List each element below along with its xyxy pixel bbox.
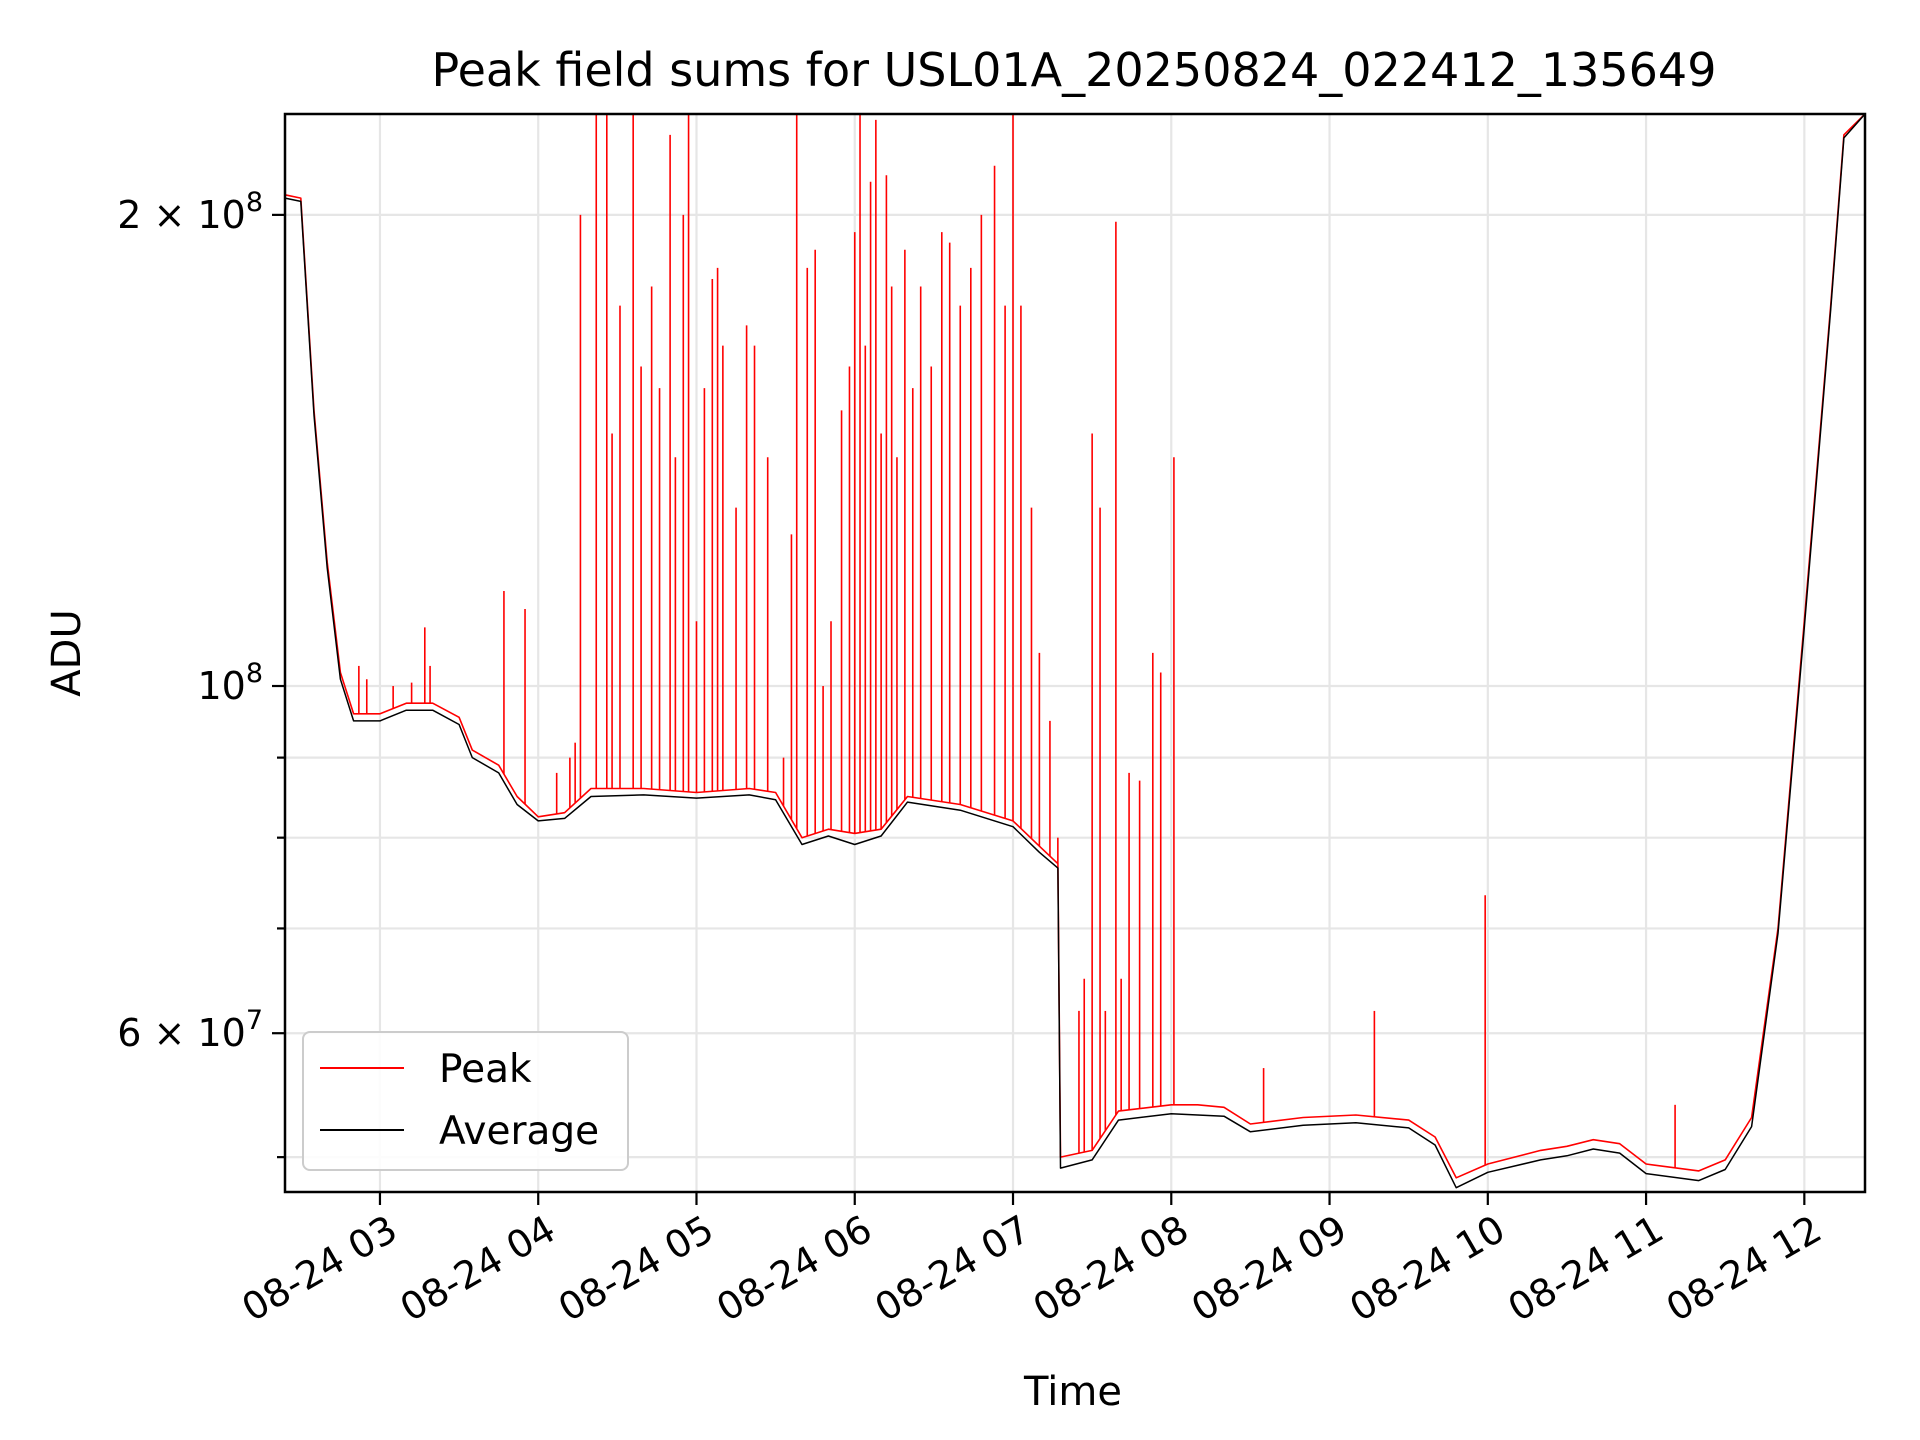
y-tick-exponent: 8 xyxy=(246,187,263,218)
y-tick-label: 6 × 107 xyxy=(117,1005,263,1055)
plot-frame xyxy=(283,112,1867,1194)
y-tick-exponent: 7 xyxy=(246,1005,263,1036)
y-axis-label: ADU xyxy=(44,609,90,696)
legend-box xyxy=(302,1031,629,1171)
y-tick-exponent: 8 xyxy=(246,658,263,689)
plot-area xyxy=(284,113,1866,1189)
y-tick-mantissa: 6 × 10 xyxy=(117,1011,246,1055)
legend: Peak Average xyxy=(302,1031,629,1171)
legend-peak-label: Peak xyxy=(439,1047,532,1092)
chart-title: Peak field sums for USL01A_20250824_0224… xyxy=(432,43,1717,97)
grid-lines xyxy=(285,114,1865,1192)
average-series-line xyxy=(284,113,1866,1189)
y-tick-label: 108 xyxy=(197,658,263,708)
y-tick-label: 2 × 108 xyxy=(117,187,263,237)
y-tick-mantissa: 2 × 10 xyxy=(117,193,246,237)
x-axis-label: Time xyxy=(1023,1369,1122,1415)
peak-series-line xyxy=(284,113,1866,1179)
y-tick-mantissa: 10 xyxy=(197,664,245,708)
legend-average-label: Average xyxy=(439,1109,599,1154)
